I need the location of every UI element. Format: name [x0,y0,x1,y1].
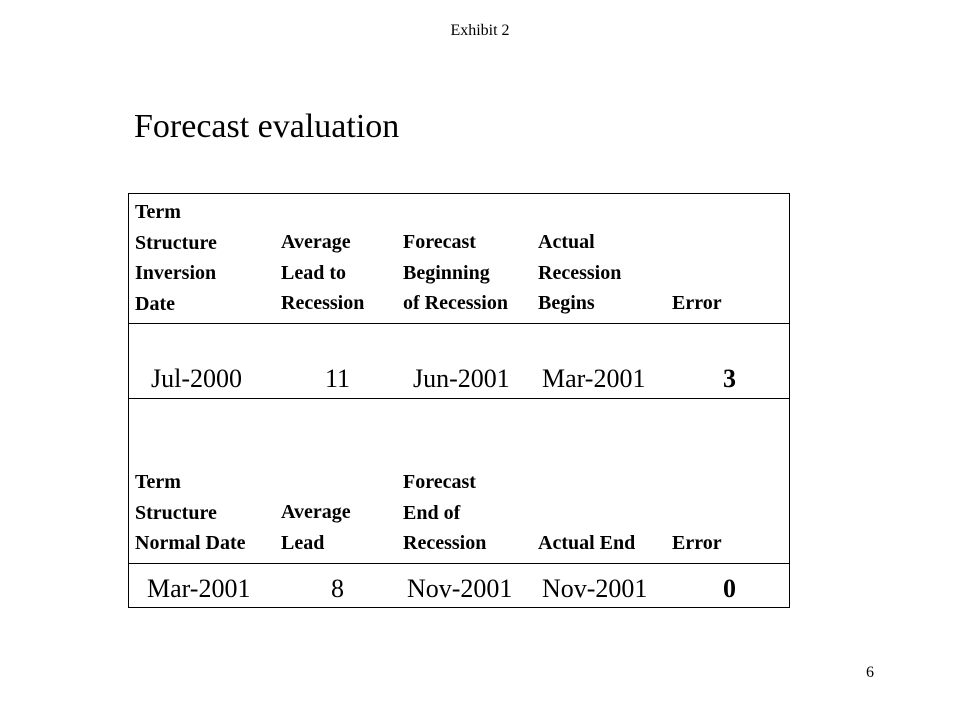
row-divider [129,563,789,564]
average-lead-value: 11 [325,364,351,393]
header-term-structure-inversion-date: Term Structure Inversion Date [135,201,217,315]
header-error: Error [672,532,722,554]
header-forecast-end-of-recession: Forecast End of Recession [403,471,487,554]
header-actual-recession-begins: Actual Recession Begins [538,231,622,314]
row-divider [129,398,789,399]
header-error: Error [672,292,722,314]
header-average-lead: Average Lead [281,501,351,554]
error-value: 3 [723,364,736,393]
actual-begins-value: Mar-2001 [542,364,646,393]
average-lead-value: 8 [331,574,344,603]
forecast-beginning-value: Jun-2001 [413,364,510,393]
forecast-end-value: Nov-2001 [407,574,513,603]
row-divider [129,323,789,324]
page-title: Forecast evaluation [134,108,400,145]
actual-end-value: Nov-2001 [542,574,648,603]
error-value: 0 [723,574,736,603]
inversion-date-value: Jul-2000 [151,364,242,393]
forecast-evaluation-table: Term Structure Inversion Date Average Le… [128,193,790,608]
header-term-structure-normal-date: Term Structure Normal Date [135,471,246,554]
header-forecast-beginning-of-recession: Forecast Beginning of Recession [403,231,508,314]
header-actual-end: Actual End [538,532,636,554]
header-average-lead-to-recession: Average Lead to Recession [281,231,365,314]
normal-date-value: Mar-2001 [147,574,251,603]
exhibit-label: Exhibit 2 [450,22,510,39]
page-number: 6 [866,664,874,681]
